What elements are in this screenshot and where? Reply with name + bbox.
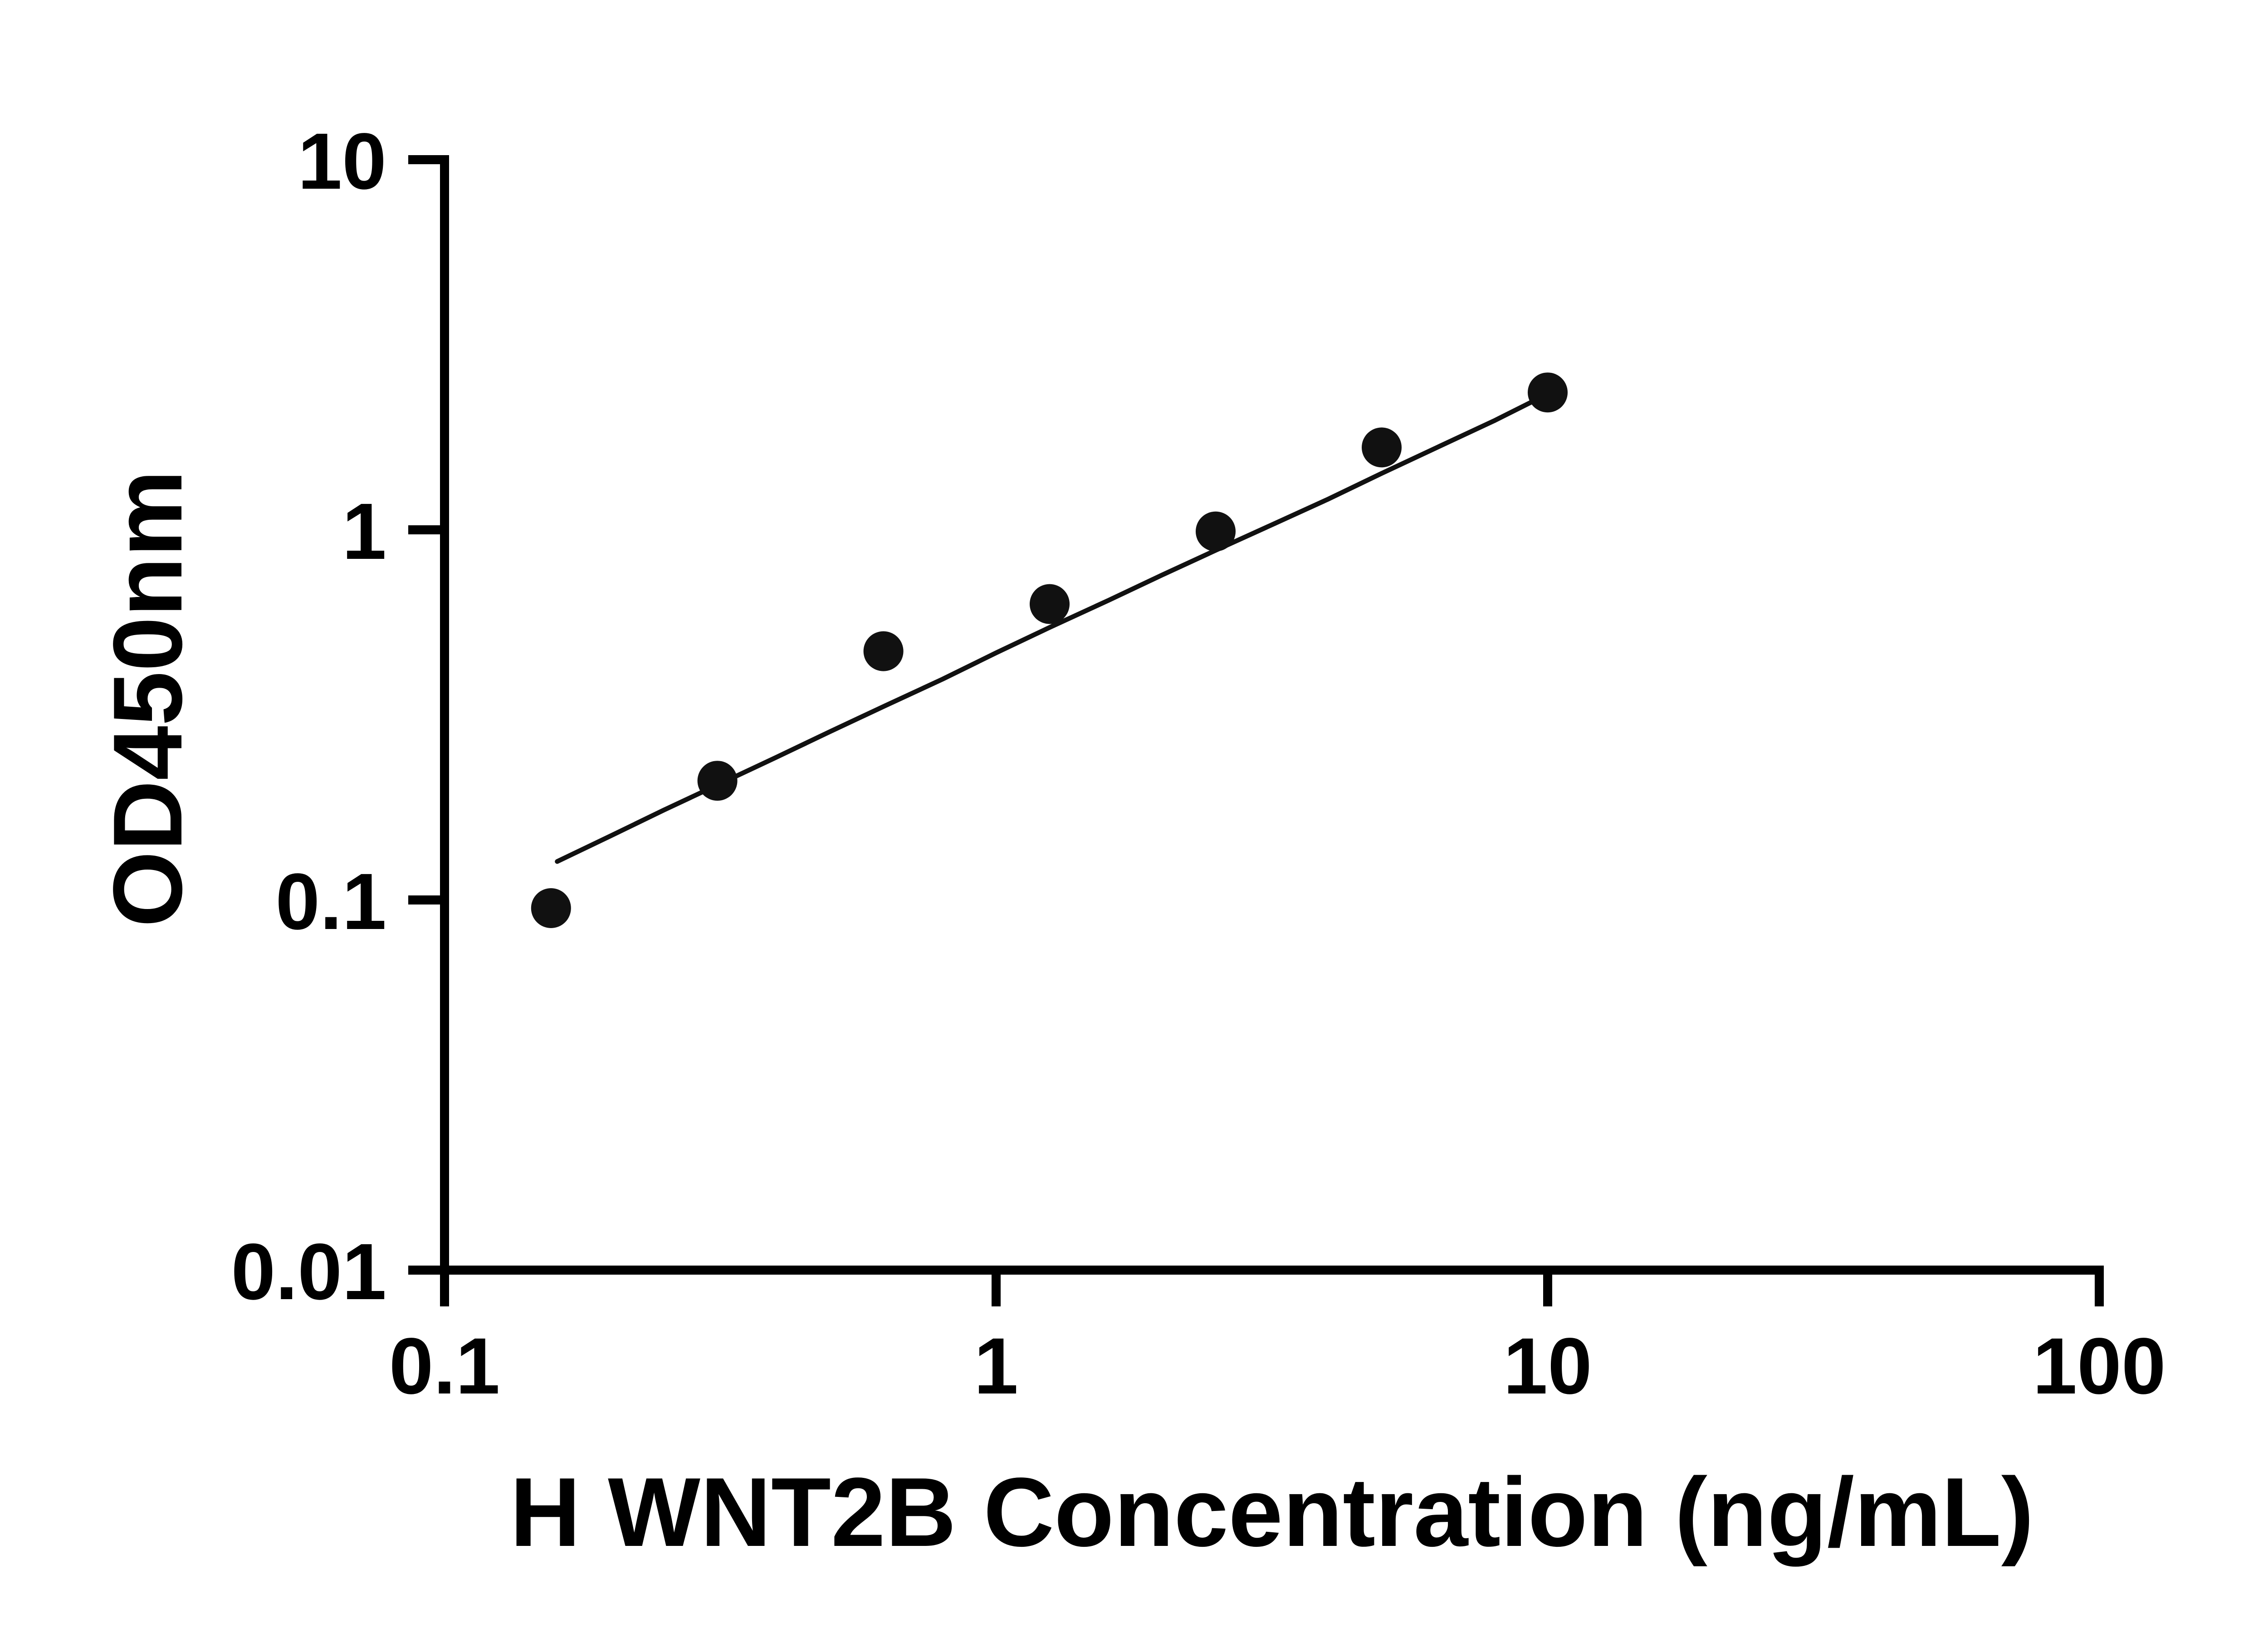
data-point [1528, 372, 1568, 413]
data-point [1362, 427, 1402, 468]
data-point [697, 761, 738, 801]
x-tick-label: 1 [974, 1322, 1018, 1411]
data-point [531, 888, 571, 928]
y-tick-label: 0.01 [231, 1227, 386, 1316]
x-tick-label: 10 [1503, 1322, 1592, 1411]
y-axis-title: OD450nm [93, 470, 202, 927]
x-tick-label: 0.1 [389, 1322, 500, 1411]
data-point [1196, 511, 1236, 552]
y-tick-label: 1 [342, 487, 386, 576]
y-tick-label: 0.1 [275, 857, 386, 946]
x-tick-label: 100 [2033, 1322, 2166, 1411]
data-point [863, 631, 904, 671]
data-point [1030, 584, 1070, 624]
y-tick-label: 10 [298, 117, 386, 206]
x-axis-title: H WNT2B Concentration (ng/mL) [510, 1457, 2034, 1567]
